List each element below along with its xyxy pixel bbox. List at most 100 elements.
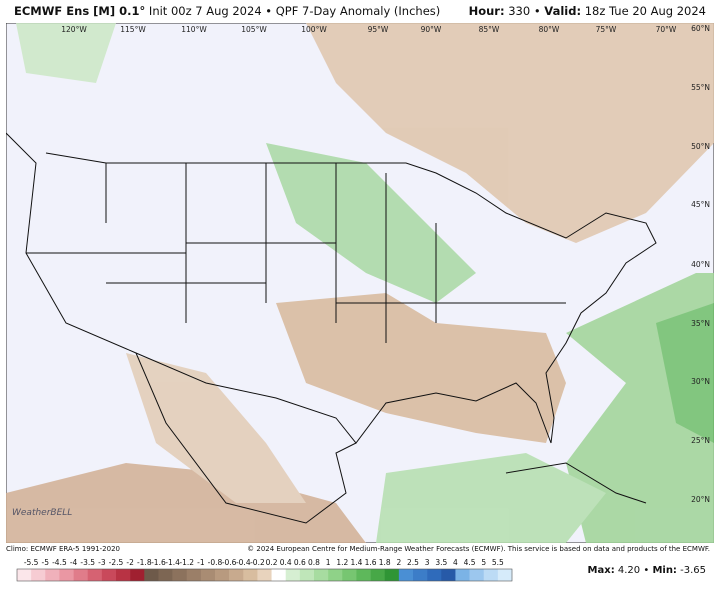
- map: 120°W 115°W 110°W 105°W 100°W 95°W 90°W 85°W 80°…: [6, 23, 714, 543]
- color-box: [384, 569, 400, 581]
- color-box: [200, 569, 216, 581]
- colorbar-label: 1.4: [350, 558, 362, 567]
- colorbar-label: 1.8: [379, 558, 391, 567]
- lon-label: 80°W: [539, 25, 560, 34]
- colorbar-label: -1: [197, 558, 205, 567]
- color-box: [314, 569, 329, 581]
- colorbar-label: -2: [126, 558, 134, 567]
- colorbar-label: 1: [326, 558, 331, 567]
- colorbar-label: -1.2: [179, 558, 194, 567]
- logo: WeatherBELL: [12, 508, 73, 518]
- color-box: [441, 569, 456, 581]
- colorbar-label: -4.5: [52, 558, 67, 567]
- colorbar-label: 1.2: [336, 558, 348, 567]
- colorbar-label: 2: [396, 558, 401, 567]
- color-box: [243, 569, 258, 581]
- colorbar-label: -0.6: [222, 558, 237, 567]
- lat-label: 55°N: [691, 83, 710, 92]
- min: -3.65: [680, 565, 706, 576]
- color-box: [172, 569, 188, 581]
- colorbar-label: -0.2: [250, 558, 265, 567]
- colorbar-label: 3.5: [435, 558, 447, 567]
- color-box: [101, 569, 117, 581]
- color-box: [427, 569, 442, 581]
- color-box: [130, 569, 145, 581]
- hour-label: Hour:: [468, 4, 505, 18]
- colorbar-label: 5.5: [492, 558, 504, 567]
- color-box: [229, 569, 244, 581]
- colorbar-label: -0.4: [236, 558, 251, 567]
- color-box: [398, 569, 414, 581]
- hour: 330: [508, 4, 531, 18]
- lon-label: 115°W: [120, 25, 146, 34]
- colorbar-label: -1.4: [165, 558, 180, 567]
- colorbar-label: -3.5: [80, 558, 95, 567]
- sep: •: [643, 565, 650, 576]
- lat-label: 45°N: [691, 200, 710, 209]
- sep: •: [533, 4, 541, 18]
- product: QPF 7-Day Anomaly (Inches): [275, 4, 441, 18]
- color-box: [257, 569, 272, 581]
- lat-label: 50°N: [691, 142, 710, 151]
- max-min: Max: 4.20 • Min: -3.65: [588, 565, 706, 576]
- lon-label: 85°W: [479, 25, 500, 34]
- max-label: Max:: [587, 565, 615, 576]
- color-box: [370, 569, 386, 581]
- lon-label: 105°W: [241, 25, 267, 34]
- lon-label: 120°W: [61, 25, 87, 34]
- colorbar-frame: [16, 568, 513, 582]
- color-box: [483, 569, 499, 581]
- colorbar-label: 4: [453, 558, 458, 567]
- color-box: [497, 569, 513, 581]
- color-box: [455, 569, 470, 581]
- lon-label: 95°W: [368, 25, 389, 34]
- color-box: [87, 569, 103, 581]
- colorbar-label: 2.5: [407, 558, 419, 567]
- color-box: [356, 569, 371, 581]
- color-box: [285, 569, 301, 581]
- color-box: [271, 569, 287, 581]
- valid-label: Valid:: [544, 4, 582, 18]
- color-box: [73, 569, 89, 581]
- colorbar-label: -5: [42, 558, 50, 567]
- colorbar-label: 5: [481, 558, 486, 567]
- anomaly-shading: [6, 23, 714, 543]
- lon-label: 100°W: [301, 25, 327, 34]
- color-box: [413, 569, 428, 581]
- lat-label: 40°N: [691, 260, 710, 269]
- lat-label: 35°N: [691, 319, 710, 328]
- colorbar-label: 0.8: [308, 558, 320, 567]
- colorbar-label: -3: [98, 558, 106, 567]
- header-left: ECMWF Ens [M] 0.1° Init 00z 7 Aug 2024 •…: [14, 4, 440, 18]
- sep: •: [265, 4, 273, 18]
- lon-label: 75°W: [596, 25, 617, 34]
- header-right: Hour: 330 • Valid: 18z Tue 20 Aug 2024: [469, 4, 706, 18]
- colorbar-label: 3: [425, 558, 430, 567]
- model: ECMWF Ens [M] 0.1°: [14, 4, 146, 18]
- color-box: [144, 569, 159, 581]
- color-box: [59, 569, 74, 581]
- climo: Climo: ECMWF ERA-5 1991-2020: [6, 545, 120, 553]
- color-box: [299, 569, 315, 581]
- color-box: [116, 569, 131, 581]
- lat-label: 25°N: [691, 436, 710, 445]
- copyright: © 2024 European Centre for Medium-Range …: [247, 545, 710, 553]
- colorbar-label: 0.2: [266, 558, 278, 567]
- colorbar-label: -2.5: [109, 558, 124, 567]
- min-label: Min:: [652, 565, 677, 576]
- color-box: [45, 569, 60, 581]
- color-box: [17, 569, 32, 581]
- colorbar-label: 1.6: [365, 558, 377, 567]
- init: Init 00z 7 Aug 2024: [148, 4, 262, 18]
- boundaries: [6, 132, 657, 524]
- color-box: [342, 569, 357, 581]
- valid: 18z Tue 20 Aug 2024: [584, 4, 706, 18]
- color-box: [328, 569, 343, 581]
- colorbar-label: -1.8: [137, 558, 152, 567]
- lat-label: 20°N: [691, 495, 710, 504]
- lon-label: 110°W: [181, 25, 207, 34]
- color-box: [469, 569, 485, 581]
- lon-label: 90°W: [421, 25, 442, 34]
- colorbar-label: -0.8: [208, 558, 223, 567]
